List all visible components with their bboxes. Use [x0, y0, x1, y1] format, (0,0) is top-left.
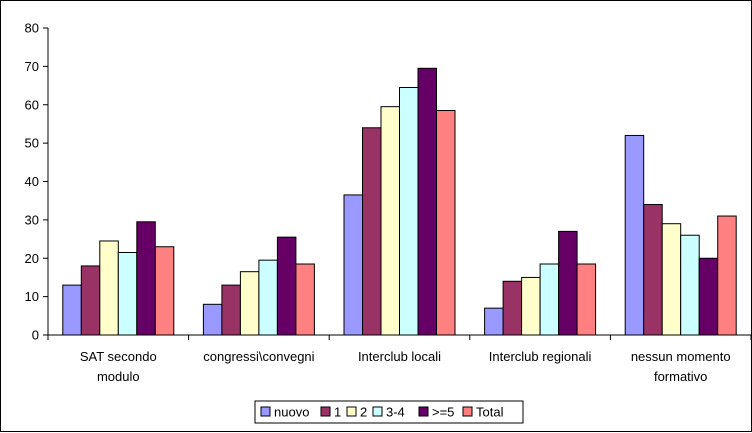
- legend-swatch: [260, 406, 271, 417]
- bar: [521, 276, 541, 336]
- bar: [295, 263, 315, 336]
- x-category-label: modulo: [97, 369, 140, 384]
- x-category-label: nessun momento: [631, 349, 731, 364]
- bar: [80, 265, 101, 336]
- bar: [484, 307, 504, 336]
- y-tick-label: 40: [25, 174, 39, 189]
- legend-swatch: [346, 406, 357, 417]
- bar: [258, 259, 278, 336]
- bar: [62, 284, 82, 336]
- y-tick-label: 60: [25, 97, 39, 112]
- bar: [276, 236, 297, 336]
- axes: 0 10 20 30 40 50 60 70 80 SAT secondo modulo congre…: [25, 21, 752, 384]
- bar: [558, 230, 578, 336]
- bar: [136, 221, 156, 336]
- y-tick-label: 20: [25, 251, 39, 266]
- x-category-label: congressi\convegni: [203, 349, 314, 364]
- y-tick-label: 30: [25, 212, 39, 227]
- legend-entry: Total: [476, 405, 504, 420]
- legend-entry: 2: [360, 405, 367, 420]
- bars: [62, 67, 737, 336]
- bar: [99, 240, 119, 336]
- bar: [717, 215, 737, 336]
- y-tick-label: 80: [25, 21, 39, 36]
- bar: [221, 284, 241, 336]
- legend-entry: >=5: [432, 405, 454, 420]
- bar: [117, 251, 138, 336]
- bar: [698, 257, 719, 336]
- y-tick-label: 70: [25, 59, 39, 74]
- legend-entry: 1: [334, 405, 341, 420]
- bar: [576, 263, 597, 336]
- bar: [680, 234, 700, 336]
- x-category-label: formativo: [654, 369, 707, 384]
- legend-swatch: [372, 406, 383, 417]
- legend-swatch: [418, 406, 429, 417]
- bar: [202, 303, 223, 336]
- y-tick-label: 0: [32, 328, 39, 343]
- bar: [399, 86, 419, 336]
- y-tick-label: 10: [25, 289, 39, 304]
- bar: [624, 134, 645, 336]
- bar: [436, 110, 456, 336]
- legend-entry: nuovo: [274, 405, 309, 420]
- x-category-label: Interclub locali: [358, 349, 441, 364]
- bar: [362, 127, 382, 336]
- bar: [154, 246, 175, 336]
- legend: nuovo 1 2 3-4 >=5 Total: [254, 400, 524, 424]
- legend-entry: 3-4: [386, 405, 405, 420]
- bar: [343, 194, 363, 336]
- bar: [502, 280, 523, 336]
- x-category-label: Interclub regionali: [489, 349, 592, 364]
- y-tick-label: 50: [25, 136, 39, 151]
- bar: [380, 106, 400, 336]
- bar: [539, 263, 560, 336]
- legend-swatch: [320, 406, 331, 417]
- bar: [239, 271, 260, 336]
- bar: [661, 223, 682, 336]
- bar: [643, 204, 663, 336]
- bar: [417, 67, 437, 336]
- x-category-label: SAT secondo: [80, 349, 157, 364]
- legend-swatch: [462, 406, 473, 417]
